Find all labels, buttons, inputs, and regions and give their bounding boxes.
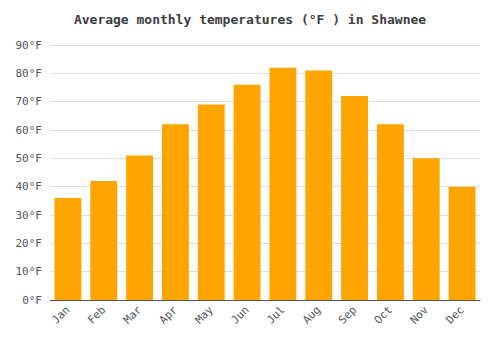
svg-text:30°F: 30°F: [16, 209, 43, 222]
svg-text:Dec: Dec: [443, 303, 466, 326]
svg-text:May: May: [193, 303, 216, 326]
svg-text:40°F: 40°F: [16, 180, 43, 193]
svg-text:Oct: Oct: [372, 303, 395, 326]
svg-text:Feb: Feb: [85, 303, 108, 326]
svg-text:60°F: 60°F: [16, 124, 43, 137]
svg-text:0°F: 0°F: [22, 294, 42, 307]
svg-text:Nov: Nov: [408, 303, 431, 326]
svg-text:Jun: Jun: [228, 303, 251, 326]
svg-text:Jul: Jul: [264, 303, 287, 326]
svg-text:Jan: Jan: [49, 303, 72, 326]
svg-text:Sep: Sep: [336, 303, 359, 326]
svg-text:Apr: Apr: [157, 303, 180, 326]
svg-text:20°F: 20°F: [16, 237, 43, 250]
svg-text:10°F: 10°F: [16, 265, 43, 278]
svg-text:Mar: Mar: [121, 303, 144, 326]
svg-text:70°F: 70°F: [16, 95, 43, 108]
svg-text:Aug: Aug: [300, 303, 323, 326]
svg-text:90°F: 90°F: [16, 39, 43, 52]
svg-text:Average monthly temperatures (: Average monthly temperatures (°F ) in Sh…: [74, 12, 426, 27]
svg-text:50°F: 50°F: [16, 152, 43, 165]
svg-text:80°F: 80°F: [16, 67, 43, 80]
